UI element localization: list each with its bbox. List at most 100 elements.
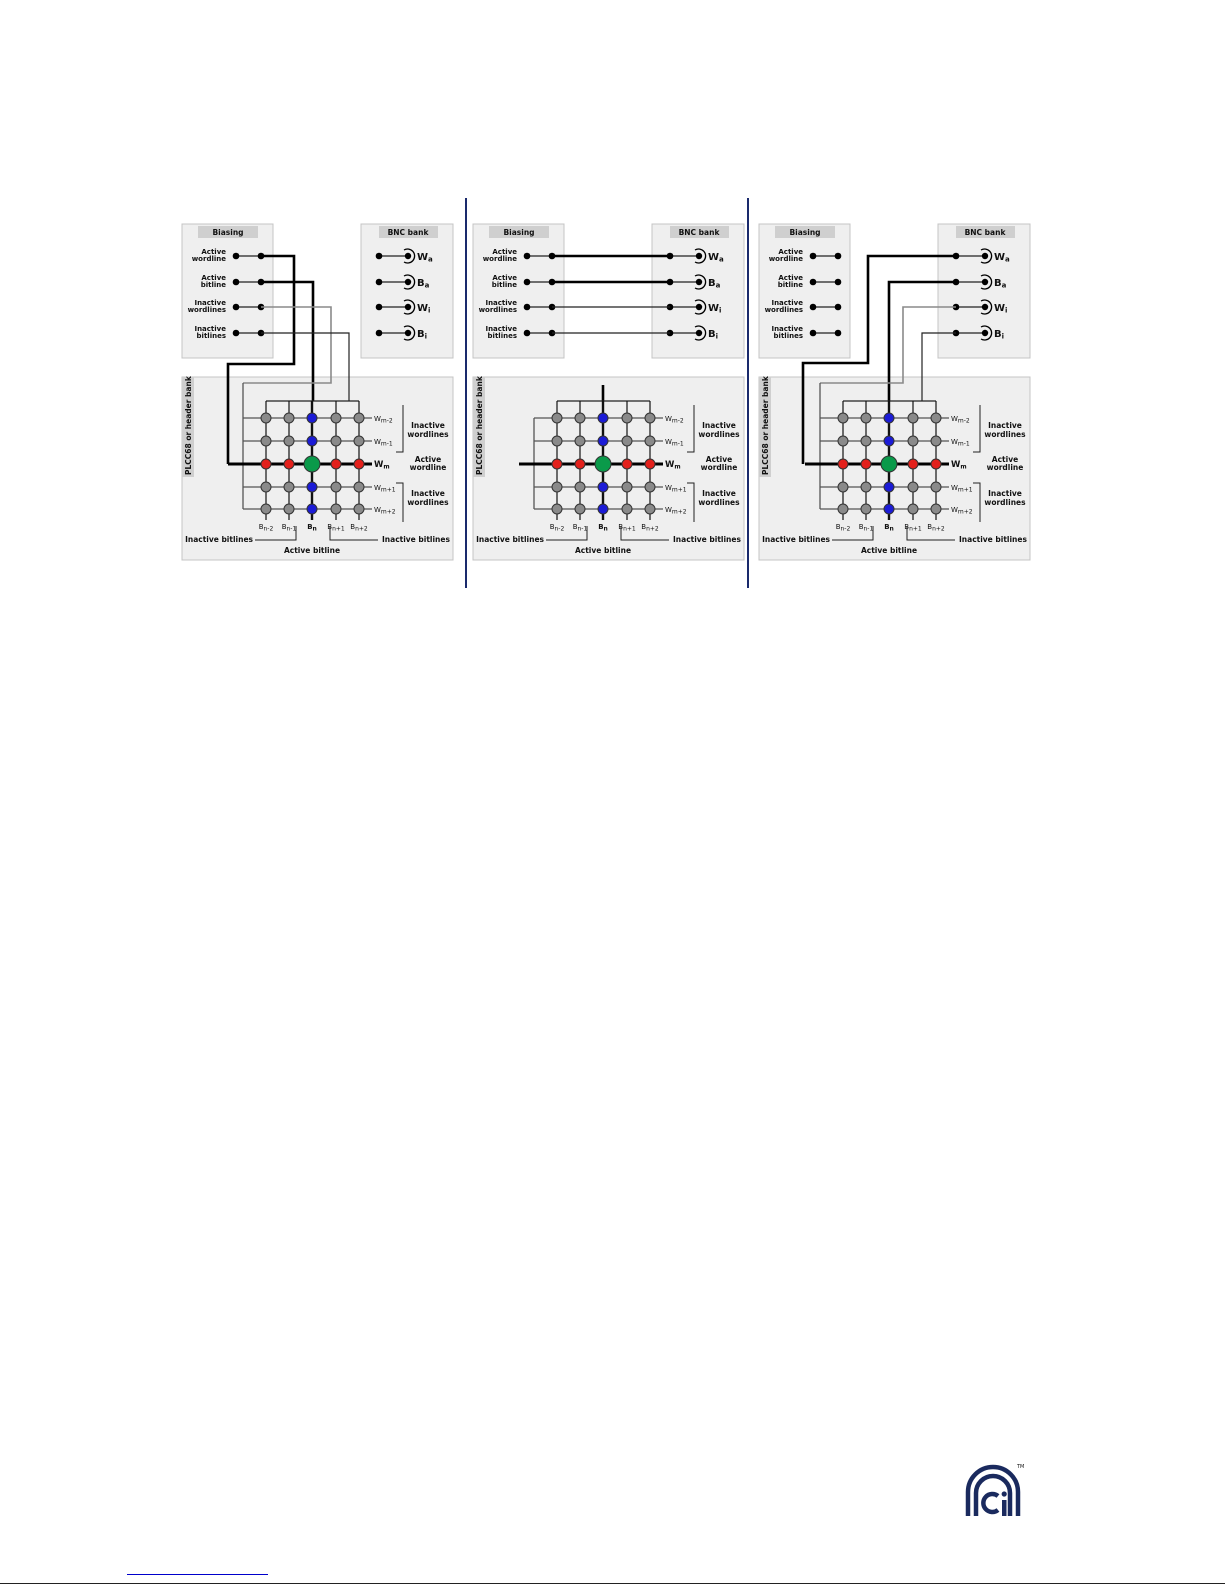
active-bitline-label: Active bitline [575, 546, 631, 555]
left-bitline-bracket [255, 526, 297, 541]
inactive-cell [330, 503, 342, 515]
biasing-header [198, 226, 258, 238]
wordline-label: Wm [374, 460, 390, 471]
bnc-label-subscript: i [719, 307, 721, 315]
wordline-label-subscript: m+2 [672, 509, 687, 516]
bnc-input-dot [952, 252, 960, 260]
plcc-label-strip [182, 377, 194, 477]
bnc-label-subscript: a [1005, 256, 1010, 264]
inactive-wordlines-label: wordlines [407, 430, 449, 439]
bitline-label-base: B [927, 523, 932, 531]
inactive-cell [551, 412, 563, 424]
bnc-label-base: B [708, 278, 716, 289]
inactive-cell [860, 503, 872, 515]
bitline-label-subscript: n-1 [864, 526, 874, 533]
bnc-label-base: W [994, 303, 1005, 314]
wordline-label-subscript: m [383, 464, 389, 471]
wordline-label-subscript: m-2 [381, 418, 393, 425]
wordline-label-subscript: m-1 [672, 441, 684, 448]
inactive-cell [907, 503, 919, 515]
upper-wordline-bracket [687, 405, 695, 453]
bnc-input-dot [375, 278, 383, 286]
bnc-input-dot [952, 278, 960, 286]
bitline-label-subscript: n+1 [332, 526, 345, 533]
bnc-connector-pin [404, 329, 412, 337]
trademark-mark: TM [1016, 1464, 1024, 1470]
wordline-label: Wm-1 [951, 438, 970, 448]
wordline-label: Wm-2 [665, 415, 684, 425]
half-selected-bitline-cell [597, 412, 609, 424]
inactive-cell [551, 435, 563, 447]
inactive-cell [837, 481, 849, 493]
bnc-connector-pin [695, 329, 703, 337]
bitline-label-subscript: n+2 [932, 526, 945, 533]
inactive-bitlines-wire [921, 332, 956, 401]
wordline-label-subscript: m+1 [958, 487, 973, 494]
bnc-input-dot [666, 252, 674, 260]
panel-2: BiasingActivewordlineActivebitlineInacti… [472, 223, 745, 561]
bnc-label: Bi [417, 329, 427, 341]
inactive-cell [644, 481, 656, 493]
bnc-label: Ba [708, 278, 721, 290]
bitline-label: Bn [307, 523, 317, 533]
wordline-label-base: W [665, 460, 675, 470]
bnc-connector-icon [403, 274, 416, 290]
bnc-connector-pin [695, 252, 703, 260]
bnc-input-dot [375, 252, 383, 260]
bnc-connector-icon [694, 248, 707, 264]
bnc-label-subscript: i [425, 333, 427, 341]
active-wordline-label: wordline [701, 463, 738, 472]
inactive-cell [930, 435, 942, 447]
inactive-cell [621, 435, 633, 447]
bnc-label: Wa [994, 252, 1010, 264]
inactive-bitlines-label: Inactive bitlines [476, 535, 544, 544]
bnc-label: Ba [417, 278, 430, 290]
wordline-label-subscript: m+2 [381, 509, 396, 516]
bias-terminal-dot [523, 329, 531, 337]
bnc-label-subscript: i [1002, 333, 1004, 341]
biasing-box: BiasingActivewordlineActivebitlineInacti… [181, 223, 274, 359]
bnc-input-dot [952, 329, 960, 337]
active-wordline-label: Active [992, 455, 1018, 464]
wordline-label: Wm-1 [665, 438, 684, 448]
half-selected-wordline-cell [551, 458, 563, 470]
bias-label-line1: Active [201, 248, 226, 256]
inactive-cell [283, 412, 295, 424]
inactive-cell [283, 481, 295, 493]
half-selected-bitline-cell [883, 435, 895, 447]
bitline-label-base: B [836, 523, 841, 531]
wordline-label-base: W [951, 438, 958, 446]
inactive-wordlines-label: Inactive [988, 421, 1022, 430]
wordline-label-subscript: m-1 [381, 441, 393, 448]
biasing-title: Biasing [503, 228, 534, 237]
bitline-label-base: B [259, 523, 264, 531]
selected-cell [880, 455, 898, 473]
hyperlink-underline[interactable] [127, 1574, 268, 1575]
inactive-cell [907, 412, 919, 424]
half-selected-bitline-cell [306, 481, 318, 493]
bitline-label: Bn-2 [550, 523, 565, 533]
bnc-label-base: W [417, 252, 428, 263]
panel-1: BiasingActivewordlineActivebitlineInacti… [181, 223, 454, 561]
bnc-connector-icon [694, 325, 707, 341]
bitline-label-base: B [282, 523, 287, 531]
wordline-label: Wm+1 [951, 484, 973, 494]
bnc-label: Wa [708, 252, 724, 264]
wordline-label-base: W [374, 484, 381, 492]
bnc-connector-icon [694, 274, 707, 290]
wordline-label: Wm+2 [374, 506, 396, 516]
half-selected-wordline-cell [353, 458, 365, 470]
inactive-cell [930, 481, 942, 493]
bias-label-line1: Active [492, 274, 517, 282]
bnc-connector-icon [980, 299, 993, 315]
half-selected-bitline-cell [306, 412, 318, 424]
wordline-label-base: W [665, 484, 672, 492]
inactive-cell [574, 481, 586, 493]
inactive-bitlines-label: Inactive bitlines [673, 535, 741, 544]
plcc-label: PLCC68 or header bank [184, 375, 193, 475]
bnc-label-subscript: a [719, 256, 724, 264]
inactive-cell [330, 481, 342, 493]
active-wordline-label: wordline [410, 463, 447, 472]
